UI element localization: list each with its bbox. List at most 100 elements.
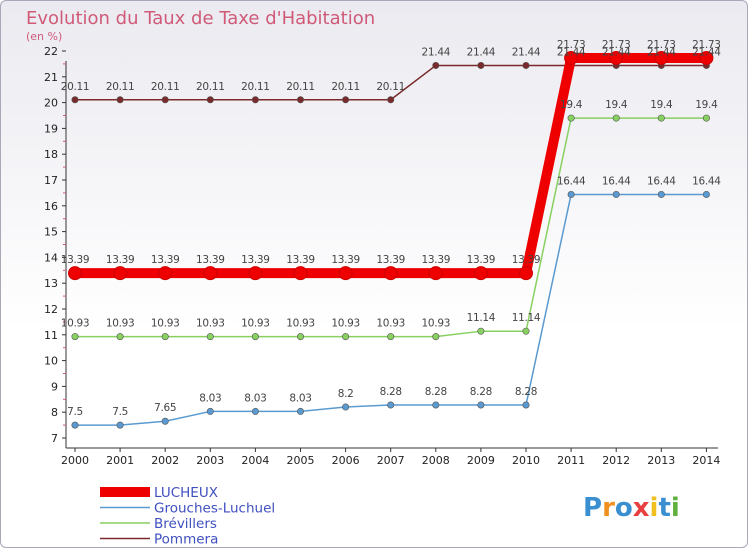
data-point <box>522 327 530 335</box>
data-point <box>383 266 398 281</box>
series-line <box>75 117 707 338</box>
series-0 <box>68 50 714 281</box>
x-tick-label: 2010 <box>512 454 540 467</box>
data-point <box>519 266 533 281</box>
data-point <box>293 266 308 281</box>
x-tick-label: 2007 <box>377 454 405 467</box>
data-point <box>609 50 624 65</box>
data-point <box>387 401 395 409</box>
data-label: 13.39 <box>512 254 541 266</box>
data-point <box>702 190 710 198</box>
data-point <box>477 61 485 69</box>
data-label: 13.39 <box>376 254 405 266</box>
data-label: 7.5 <box>112 406 128 418</box>
data-label: 21.44 <box>647 46 676 58</box>
data-point <box>116 333 124 341</box>
data-label: 19.4 <box>560 99 583 111</box>
data-point <box>113 266 128 281</box>
series-layer <box>68 50 714 429</box>
data-point <box>206 407 214 415</box>
data-point <box>71 333 79 341</box>
logo-letter: x <box>633 493 650 523</box>
data-point <box>612 190 620 198</box>
data-point <box>203 266 218 281</box>
x-tick-label: 2013 <box>647 454 675 467</box>
data-labels: 20.11 20.11 20.11 20.11 20.11 20.11 20.11 20.11… <box>61 39 722 418</box>
data-label: 21.73 <box>647 39 676 51</box>
legend-entry: LUCHEUX <box>154 485 218 501</box>
data-label: 13.39 <box>151 254 180 266</box>
y-tick-label: 16 <box>44 200 58 213</box>
series-2 <box>71 114 710 341</box>
x-tick-label: 2002 <box>151 454 179 467</box>
data-label: 13.39 <box>331 254 360 266</box>
data-label: 8.28 <box>470 386 492 398</box>
data-point <box>567 190 575 198</box>
data-label: 8.28 <box>425 386 447 398</box>
data-label: 7.65 <box>154 402 176 414</box>
data-point <box>161 333 169 341</box>
data-point <box>657 114 665 122</box>
data-point <box>477 327 485 335</box>
data-label: 10.93 <box>151 318 180 330</box>
x-tick-label: 2014 <box>692 454 720 467</box>
axes: 7 8 9 10 11 12 13 14 15 16 17 18 19 20 21 22 2000 2001 200… <box>44 45 720 467</box>
data-label: 10.93 <box>196 318 225 330</box>
data-label: 13.39 <box>422 254 451 266</box>
logo-letter: r <box>602 493 615 523</box>
data-label: 8.03 <box>244 392 266 404</box>
proxiti-logo: Proxiti <box>583 493 680 523</box>
logo-letter: i <box>650 493 659 523</box>
data-label: 21.44 <box>467 46 496 58</box>
data-point <box>206 333 214 341</box>
data-point <box>296 96 304 104</box>
data-point <box>473 266 488 281</box>
x-tick-label: 2003 <box>196 454 224 467</box>
x-tick-label: 2012 <box>602 454 630 467</box>
data-label: 8.03 <box>289 392 311 404</box>
data-point <box>564 50 579 65</box>
data-point <box>68 266 82 281</box>
data-point <box>296 407 304 415</box>
x-tick-label: 2006 <box>332 454 360 467</box>
chart-ylabel: (en %) <box>26 30 62 43</box>
data-point <box>161 417 169 425</box>
data-label: 8.2 <box>338 388 354 400</box>
data-point <box>161 96 169 104</box>
data-label: 13.39 <box>61 254 90 266</box>
data-point <box>296 333 304 341</box>
data-point <box>387 96 395 104</box>
data-label: 20.11 <box>331 81 360 93</box>
data-point <box>71 96 79 104</box>
x-tick-label: 2011 <box>557 454 585 467</box>
logo-letter: P <box>583 493 602 523</box>
y-tick-label: 10 <box>44 355 58 368</box>
x-tick-label: 2000 <box>61 454 89 467</box>
data-point <box>567 114 575 122</box>
data-label: 21.44 <box>557 46 586 58</box>
data-label: 10.93 <box>241 318 270 330</box>
data-label: 20.11 <box>61 81 90 93</box>
data-label: 19.4 <box>605 99 628 111</box>
data-label: 16.44 <box>647 175 676 187</box>
data-label: 10.93 <box>331 318 360 330</box>
data-point <box>428 266 443 281</box>
data-label: 20.11 <box>151 81 180 93</box>
data-point <box>71 421 79 429</box>
data-label: 13.39 <box>286 254 315 266</box>
data-label: 21.73 <box>557 39 586 51</box>
logo-letter: t <box>658 493 670 523</box>
data-label: 20.11 <box>196 81 225 93</box>
legend-entry: Grouches-Luchuel <box>154 501 275 517</box>
data-label: 20.11 <box>106 81 135 93</box>
y-tick-label: 15 <box>44 226 58 239</box>
data-point <box>522 401 530 409</box>
data-point <box>477 401 485 409</box>
data-point <box>251 333 259 341</box>
data-label: 11.14 <box>512 312 541 324</box>
x-tick-label: 2001 <box>106 454 134 467</box>
data-point <box>702 114 710 122</box>
series-1 <box>71 190 710 429</box>
